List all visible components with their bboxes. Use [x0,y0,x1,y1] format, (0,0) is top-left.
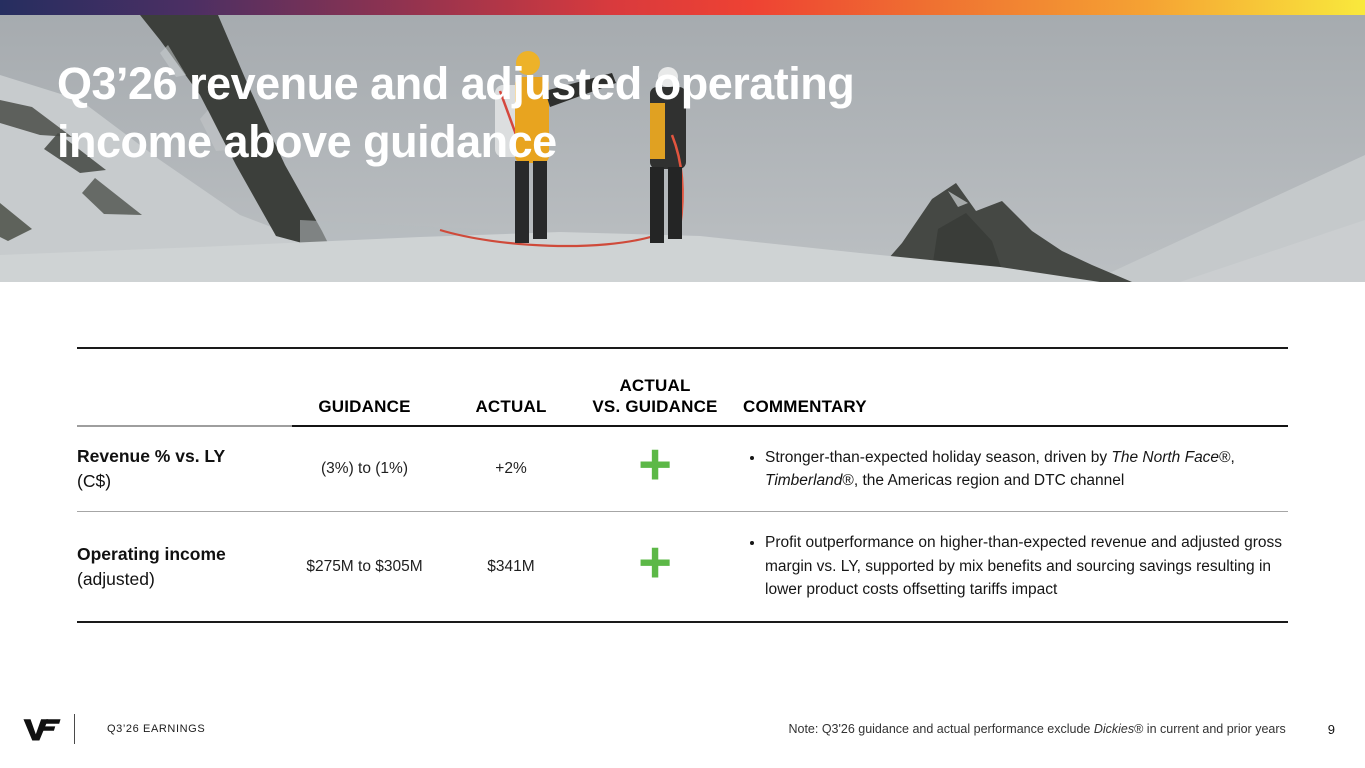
header-guidance: GUIDANCE [292,349,437,427]
commentary-bullet: Stronger-than-expected holiday season, d… [765,446,1284,493]
brand-gradient-bar [0,0,1365,15]
footer-note: Note: Q3'26 guidance and actual performa… [788,722,1286,736]
climber-left [495,51,616,243]
plus-indicator: + [638,529,672,595]
mountain-photo [0,15,1365,282]
hero-image: Q3’26 revenue and adjusted operating inc… [0,15,1365,282]
row-label: Revenue % vs. LY (C$) [77,446,226,491]
vf-logo [23,719,61,741]
guidance-table: GUIDANCE ACTUAL ACTUAL VS. GUIDANCE COMM… [77,347,1288,623]
deck-label: Q3’26 EARNINGS [107,723,206,735]
table-row-revenue: Revenue % vs. LY (C$) (3%) to (1%) +2% +… [77,427,1288,512]
plus-indicator: + [638,432,672,497]
guidance-value: (3%) to (1%) [321,460,408,477]
footer-divider [74,714,75,744]
actual-value: +2% [495,460,527,477]
climber-right [650,67,686,243]
page-title: Q3’26 revenue and adjusted operating inc… [57,58,855,167]
header-actual-vs-guidance: ACTUAL VS. GUIDANCE [585,349,725,427]
row-label: Operating income (adjusted) [77,543,226,589]
page-number: 9 [1327,721,1335,737]
header-actual: ACTUAL [437,349,585,427]
actual-value: $341M [487,557,535,575]
slide-footer: Q3’26 EARNINGS Note: Q3'26 guidance and … [20,707,1335,751]
header-blank [77,349,292,427]
commentary-bullet: Profit outperformance on higher-than-exp… [765,531,1284,602]
guidance-value: $275M to $305M [306,557,423,575]
header-commentary: COMMENTARY [725,349,1288,427]
commentary-cell: Stronger-than-expected holiday season, d… [725,434,1288,505]
commentary-cell: Profit outperformance on higher-than-exp… [725,519,1288,614]
table-row-operating-income: Operating income (adjusted) $275M to $30… [77,512,1288,623]
table-header-row: GUIDANCE ACTUAL ACTUAL VS. GUIDANCE COMM… [77,347,1288,427]
